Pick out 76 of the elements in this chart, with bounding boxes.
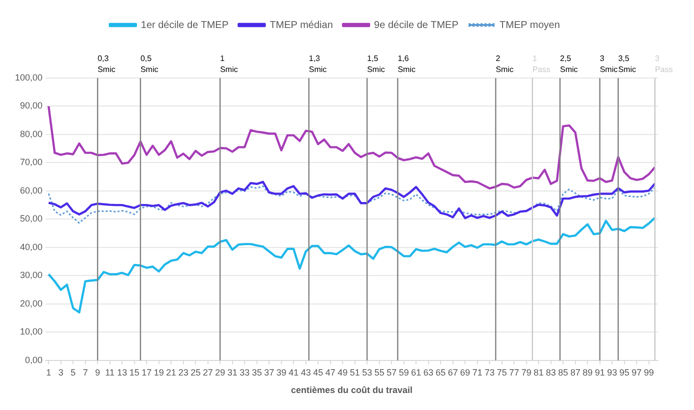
- x-tick-label: 43: [300, 367, 311, 378]
- ref-line-label: 1 Smic: [220, 54, 238, 74]
- x-tick-label: 39: [276, 367, 286, 378]
- x-tick-label: 69: [460, 367, 470, 378]
- x-tick-label: 11: [105, 367, 115, 378]
- y-tick-label: 10,00: [20, 326, 43, 337]
- x-tick-label: 21: [166, 367, 176, 378]
- x-tick-label: 97: [632, 367, 642, 378]
- x-tick-label: 33: [240, 367, 250, 378]
- legend-label: TMEP médian: [270, 20, 333, 31]
- legend-label: 9e décile de TMEP: [374, 20, 459, 31]
- x-tick-label: 35: [252, 367, 262, 378]
- legend-label: TMEP moyen: [500, 20, 560, 31]
- x-tick-label: 59: [398, 367, 409, 378]
- x-tick-label: 27: [202, 367, 213, 378]
- x-tick-label: 91: [594, 367, 605, 378]
- x-tick-label: 57: [386, 367, 397, 378]
- y-tick-label: 0,00: [24, 354, 43, 365]
- x-tick-label: 17: [142, 367, 152, 378]
- x-tick-label: 67: [448, 367, 458, 378]
- x-tick-label: 87: [570, 367, 580, 378]
- y-tick-label: 40,00: [20, 242, 43, 252]
- legend-label: 1er décile de TMEP: [140, 20, 229, 31]
- x-tick-label: 13: [117, 367, 128, 378]
- ref-line-label: 0,5 Smic: [140, 54, 158, 74]
- x-tick-label: 47: [325, 367, 336, 378]
- y-tick-label: 100,00: [14, 72, 43, 82]
- ref-line-label: 1,6 Smic: [398, 54, 416, 74]
- x-tick-label: 79: [521, 367, 532, 378]
- x-tick-label: 3: [58, 367, 64, 378]
- y-tick-label: 80,00: [20, 128, 43, 139]
- x-tick-label: 95: [619, 367, 630, 378]
- ref-line-label: 2,5 Smic: [560, 54, 578, 74]
- x-tick-label: 73: [484, 367, 495, 378]
- x-tick-label: 9: [95, 367, 100, 378]
- x-tick-label: 77: [509, 367, 520, 378]
- x-tick-label: 15: [129, 367, 140, 378]
- x-tick-label: 41: [288, 367, 299, 378]
- y-tick-label: 50,00: [20, 214, 43, 224]
- x-tick-label: 7: [82, 367, 88, 378]
- x-tick-label: 85: [558, 367, 568, 378]
- x-tick-label: 37: [264, 367, 274, 378]
- x-tick-label: 75: [496, 367, 507, 378]
- x-tick-label: 31: [227, 367, 238, 378]
- ref-line-label: 0,3 Smic: [98, 54, 116, 74]
- y-tick-label: 90,00: [20, 100, 43, 111]
- x-tick-label: 61: [411, 367, 422, 378]
- x-tick-label: 65: [436, 367, 446, 378]
- x-tick-label: 55: [374, 367, 384, 378]
- y-tick-label: 70,00: [20, 157, 43, 168]
- x-tick-label: 71: [472, 367, 482, 378]
- ref-line-label: 2 Smic: [496, 54, 514, 74]
- x-tick-label: 81: [534, 367, 544, 378]
- x-tick-label: 23: [178, 367, 188, 378]
- y-tick-label: 20,00: [20, 298, 43, 308]
- x-tick-label: 49: [338, 367, 348, 378]
- ref-line-label: 3,5 Smic: [618, 54, 636, 74]
- y-tick-label: 60,00: [20, 185, 43, 196]
- x-tick-label: 83: [546, 367, 556, 378]
- x-tick-label: 45: [313, 367, 324, 378]
- x-tick-label: 63: [423, 367, 434, 378]
- ref-line-label: 3 Smic: [600, 54, 618, 74]
- x-tick-label: 29: [215, 367, 226, 378]
- x-tick-label: 99: [644, 367, 654, 378]
- x-tick-label: 93: [607, 367, 618, 378]
- x-tick-label: 51: [350, 367, 360, 378]
- x-tick-label: 19: [154, 367, 164, 378]
- x-axis-title: centièmes du coût du travail: [291, 385, 413, 396]
- y-tick-label: 30,00: [20, 270, 43, 280]
- x-tick-label: 1: [46, 367, 52, 378]
- x-tick-label: 53: [362, 367, 372, 378]
- x-tick-label: 25: [190, 367, 201, 378]
- x-tick-label: 89: [582, 367, 593, 378]
- ref-line-label: 1,5 Smic: [367, 54, 385, 74]
- ref-line-label: 1,3 Smic: [308, 54, 327, 74]
- x-tick-label: 5: [70, 367, 76, 378]
